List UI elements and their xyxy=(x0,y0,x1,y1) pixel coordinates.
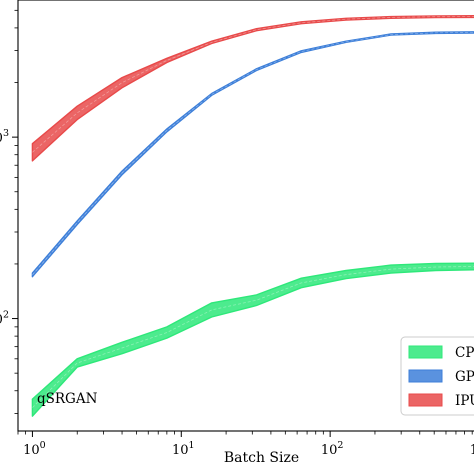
legend: CPU GPU IPU xyxy=(400,336,474,416)
legend-label-ipu: IPU xyxy=(455,393,474,409)
legend-swatch-cpu xyxy=(408,345,443,359)
x-tick-label: 101 xyxy=(172,440,195,458)
legend-swatch-ipu xyxy=(408,393,443,407)
x-tick-label: 100 xyxy=(23,440,46,458)
series-band-ipu xyxy=(31,15,474,162)
series-line-gpu xyxy=(32,32,474,276)
tick-layer: 100 101 102 103 102 103 xyxy=(0,9,474,458)
y-tick-label: 103 xyxy=(0,128,9,146)
series-band-cpu xyxy=(31,262,474,417)
x-tick-label: 103 xyxy=(470,440,474,458)
y-tick-label: 102 xyxy=(0,310,9,328)
legend-label-gpu: GPU xyxy=(455,369,474,385)
series-layer xyxy=(31,15,474,417)
series-band-gpu xyxy=(31,31,474,278)
x-axis-label: Batch Size xyxy=(224,450,299,466)
plot-frame xyxy=(17,0,474,432)
annotation-label: qSRGAN xyxy=(37,391,98,407)
legend-swatch-gpu xyxy=(408,369,443,383)
series-line-ipu xyxy=(32,16,474,153)
x-tick-label: 102 xyxy=(321,440,344,458)
series-line-cpu xyxy=(32,266,474,408)
legend-label-cpu: CPU xyxy=(455,345,474,361)
